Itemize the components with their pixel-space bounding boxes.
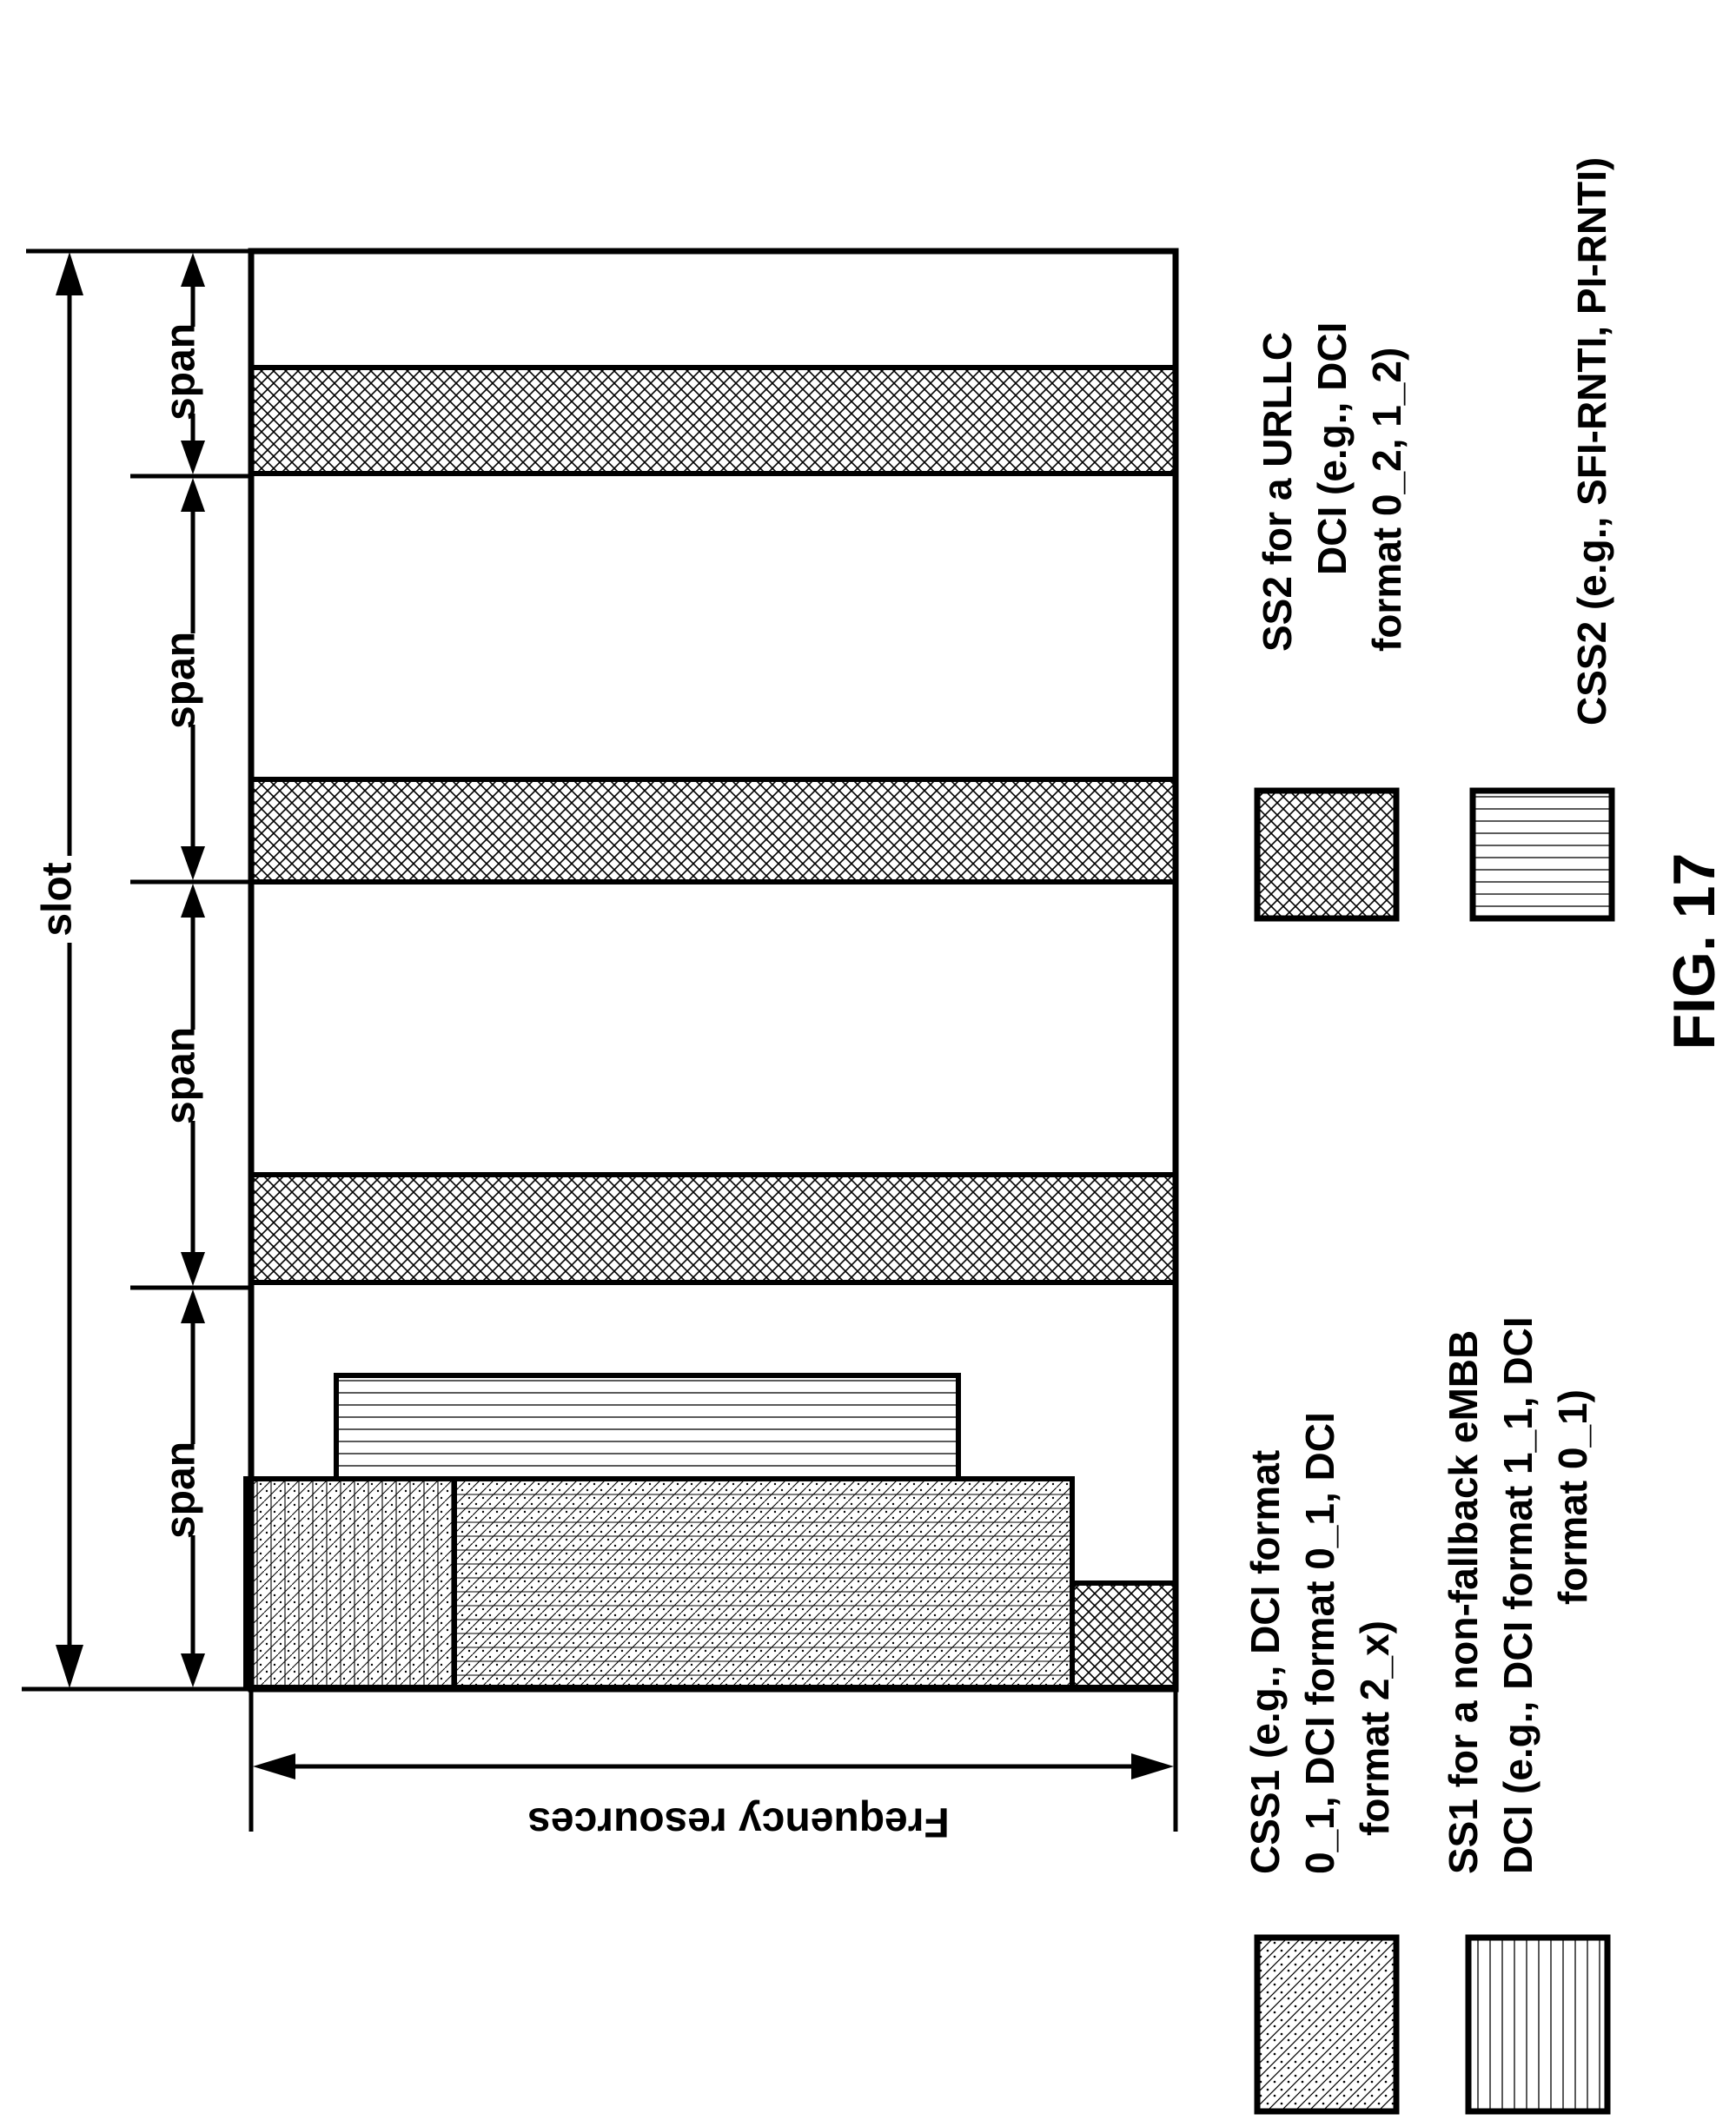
ss2-block-span2: [248, 777, 1178, 885]
legend-ss1-line-1: SS1 for a non-fallback eMBB: [1441, 1330, 1486, 1874]
legend: CSS1 (e.g., DCI format 0_1, DCI format 0…: [1242, 157, 1615, 2115]
span-label-1: span: [158, 323, 204, 421]
span-arrow-3: span: [152, 884, 230, 1286]
frequency-dimension: Frequency resources: [248, 1689, 1178, 1845]
legend-css1-line-3: format 2_x): [1352, 1620, 1397, 1836]
svg-text:CSS1 (e.g., DCI format: CSS1 (e.g., DCI format 0_1, DCI format 0…: [1242, 1401, 1397, 1874]
legend-ss2-line-2: DCI (e.g., DCI: [1309, 322, 1355, 575]
span-dimensions: span span span span: [130, 253, 251, 1687]
span-label-4: span: [158, 1441, 204, 1539]
legend-item-ss1: SS1 for a non-fallback eMBB DCI (e.g., D…: [1441, 1306, 1611, 2115]
legend-swatch-css1: [1254, 1934, 1400, 2115]
css2-block-span4: [334, 1373, 961, 1482]
legend-ss2-line-1: SS2 for a URLLC: [1255, 332, 1300, 652]
ss2-block-span1: [248, 365, 1178, 476]
legend-css2-line-1: CSS2 (e.g., SFI-RNTI, PI-RNTI): [1569, 157, 1614, 726]
slot-frame: [248, 248, 1179, 1693]
span-label-2: span: [158, 632, 204, 729]
ss2-block-span4: [1070, 1580, 1178, 1690]
legend-swatch-css2: [1469, 787, 1615, 922]
legend-css1-line-2: 0_1, DCI format 0_1, DCI: [1297, 1412, 1342, 1874]
ss2-block-span3: [248, 1172, 1178, 1285]
legend-swatch-ss2: [1254, 787, 1400, 922]
frequency-resources-label: Frequency resources: [527, 1799, 950, 1845]
legend-ss1-line-3: format 0_1): [1550, 1389, 1595, 1605]
legend-ss2-line-3: format 0_2, 1_2): [1364, 348, 1409, 652]
resource-grid: [243, 248, 1179, 1693]
slot-label: slot: [35, 862, 81, 936]
svg-text:SS2 for a URLLC DCI (e: SS2 for a URLLC DCI (e.g., DCI format 0_…: [1255, 311, 1409, 652]
span-arrow-4: span: [152, 1289, 230, 1687]
slot-dimension: slot: [22, 248, 251, 1692]
svg-text:SS1 for a non-fallback eMBB: SS1 for a non-fallback eMBB DCI (e.g., D…: [1441, 1306, 1595, 1874]
ss1-block-span4: [243, 1476, 457, 1690]
figure-caption: FIG. 17: [1661, 853, 1727, 1050]
span-label-3: span: [158, 1027, 204, 1124]
legend-item-css1: CSS1 (e.g., DCI format 0_1, DCI format 0…: [1242, 1401, 1400, 2115]
span-arrow-1: span: [152, 253, 230, 474]
legend-swatch-ss1: [1465, 1934, 1611, 2115]
legend-css1-line-1: CSS1 (e.g., DCI format: [1242, 1450, 1288, 1874]
span-arrow-2: span: [152, 478, 230, 880]
css1-block-span4: [452, 1476, 1075, 1690]
legend-ss1-line-2: DCI (e.g., DCI format 1_1, DCI: [1495, 1316, 1541, 1874]
legend-item-css2: CSS2 (e.g., SFI-RNTI, PI-RNTI): [1469, 157, 1615, 922]
legend-item-ss2: SS2 for a URLLC DCI (e.g., DCI format 0_…: [1254, 311, 1409, 922]
